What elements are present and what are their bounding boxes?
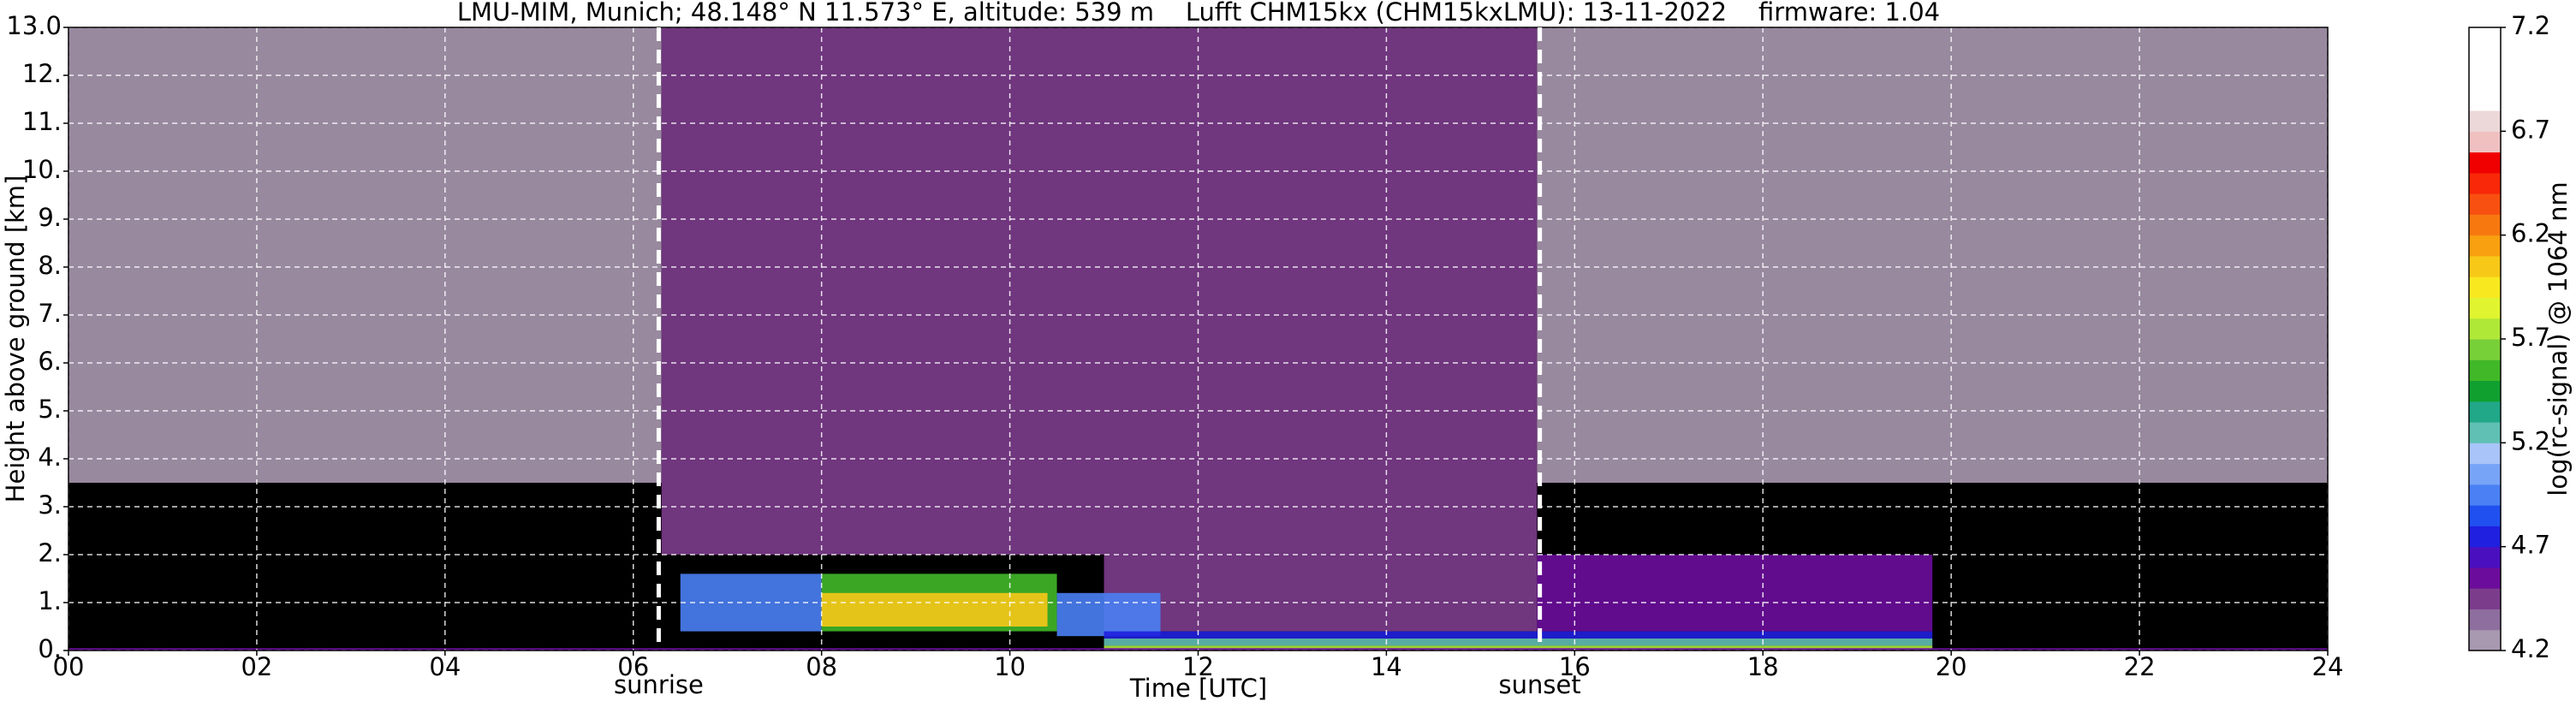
colorbar-segment <box>2469 276 2501 298</box>
y-tick-label: 12. <box>22 59 62 88</box>
annotation-label: sunset <box>1499 670 1581 699</box>
y-tick-label: 6. <box>38 347 62 376</box>
x-tick-label: 18 <box>1747 652 1779 681</box>
x-tick-label: 06 <box>617 652 649 681</box>
colorbar-segment <box>2469 443 2501 465</box>
colorbar-segment <box>2469 68 2501 91</box>
colorbar-segment <box>2469 463 2501 485</box>
x-tick-label: 14 <box>1371 652 1402 681</box>
colorbar-tick-label: 6.2 <box>2511 219 2550 248</box>
colorbar-segment <box>2469 255 2501 277</box>
heatmap-cell <box>1537 27 2328 483</box>
colorbar-segment <box>2469 110 2501 132</box>
colorbar-segment <box>2469 359 2501 382</box>
colorbar-segment <box>2469 422 2501 443</box>
y-tick-label: 11. <box>22 107 62 136</box>
colorbar-segment <box>2469 131 2501 153</box>
colorbar-segment <box>2469 526 2501 548</box>
heatmap-cell <box>1537 555 1933 632</box>
x-tick-label: 04 <box>429 652 461 681</box>
colorbar-tick-label: 7.2 <box>2511 11 2550 40</box>
x-tick-label: 02 <box>241 652 272 681</box>
colorbar-segment <box>2469 567 2501 589</box>
y-tick-label: 0. <box>38 634 62 663</box>
y-tick-label: 7. <box>38 299 62 328</box>
colorbar-segment <box>2469 588 2501 609</box>
x-axis-label: Time [UTC] <box>1129 674 1267 703</box>
colorbar-segment <box>2469 48 2501 70</box>
colorbar-label: log(rc-signal) @ 1064 nm <box>2543 181 2573 496</box>
heatmap-cell <box>1104 555 1538 632</box>
heatmap-cell <box>821 592 1048 627</box>
x-tick-label: 20 <box>1936 652 1967 681</box>
colorbar-segment <box>2469 193 2501 215</box>
y-tick-label: 4. <box>38 443 62 472</box>
x-tick-label: 00 <box>53 652 85 681</box>
colorbar-tick-label: 4.7 <box>2511 531 2550 560</box>
heatmap-cell <box>1056 592 1161 637</box>
x-tick-label: 22 <box>2124 652 2156 681</box>
colorbar-tick-label: 4.2 <box>2511 634 2550 663</box>
y-tick-label: 5. <box>38 395 62 424</box>
colorbar-segment <box>2469 609 2501 631</box>
chart-title: LMU-MIM, Munich; 48.148° N 11.573° E, al… <box>457 0 1940 27</box>
y-tick-label: 13.0 <box>6 11 62 40</box>
colorbar-segment <box>2469 214 2501 236</box>
colorbar-segment <box>2469 235 2501 257</box>
colorbar-segment <box>2469 297 2501 319</box>
y-tick-label: 1. <box>38 586 62 615</box>
colorbar-segment <box>2469 546 2501 568</box>
colorbar-segment <box>2469 339 2501 360</box>
y-tick-label: 10. <box>22 155 62 184</box>
colorbar-tick-label: 6.7 <box>2511 115 2550 144</box>
x-tick-label: 08 <box>806 652 837 681</box>
y-tick-label: 3. <box>38 490 62 520</box>
colorbar-segment <box>2469 380 2501 402</box>
plot-frame <box>68 27 2329 651</box>
colorbar-segment <box>2469 152 2501 174</box>
colorbar-segment <box>2469 484 2501 506</box>
colorbar-tick-label: 5.7 <box>2511 323 2550 352</box>
colorbar-segment <box>2469 629 2501 651</box>
colorbar-segment <box>2469 172 2501 194</box>
colorbar-segment <box>2469 318 2501 340</box>
colorbar-segment <box>2469 401 2501 423</box>
heatmap-cell <box>1104 631 1933 639</box>
y-tick-label: 2. <box>38 538 62 567</box>
x-tick-label: 12 <box>1182 652 1214 681</box>
x-tick-label: 16 <box>1559 652 1591 681</box>
heatmap-cell <box>661 27 1538 555</box>
y-axis-label: Height above ground [km] <box>1 175 30 503</box>
annotation-label: sunrise <box>614 670 704 699</box>
heatmap-cell <box>1104 639 1933 646</box>
heatmap-cell <box>68 27 662 483</box>
y-tick-label: 9. <box>38 203 62 232</box>
x-tick-label: 10 <box>994 652 1026 681</box>
x-tick-label: 24 <box>2312 652 2344 681</box>
y-tick-label: 8. <box>38 251 62 280</box>
colorbar-tick-label: 5.2 <box>2511 426 2550 455</box>
colorbar-segment <box>2469 89 2501 111</box>
colorbar-segment <box>2469 27 2501 49</box>
colorbar-segment <box>2469 505 2501 526</box>
